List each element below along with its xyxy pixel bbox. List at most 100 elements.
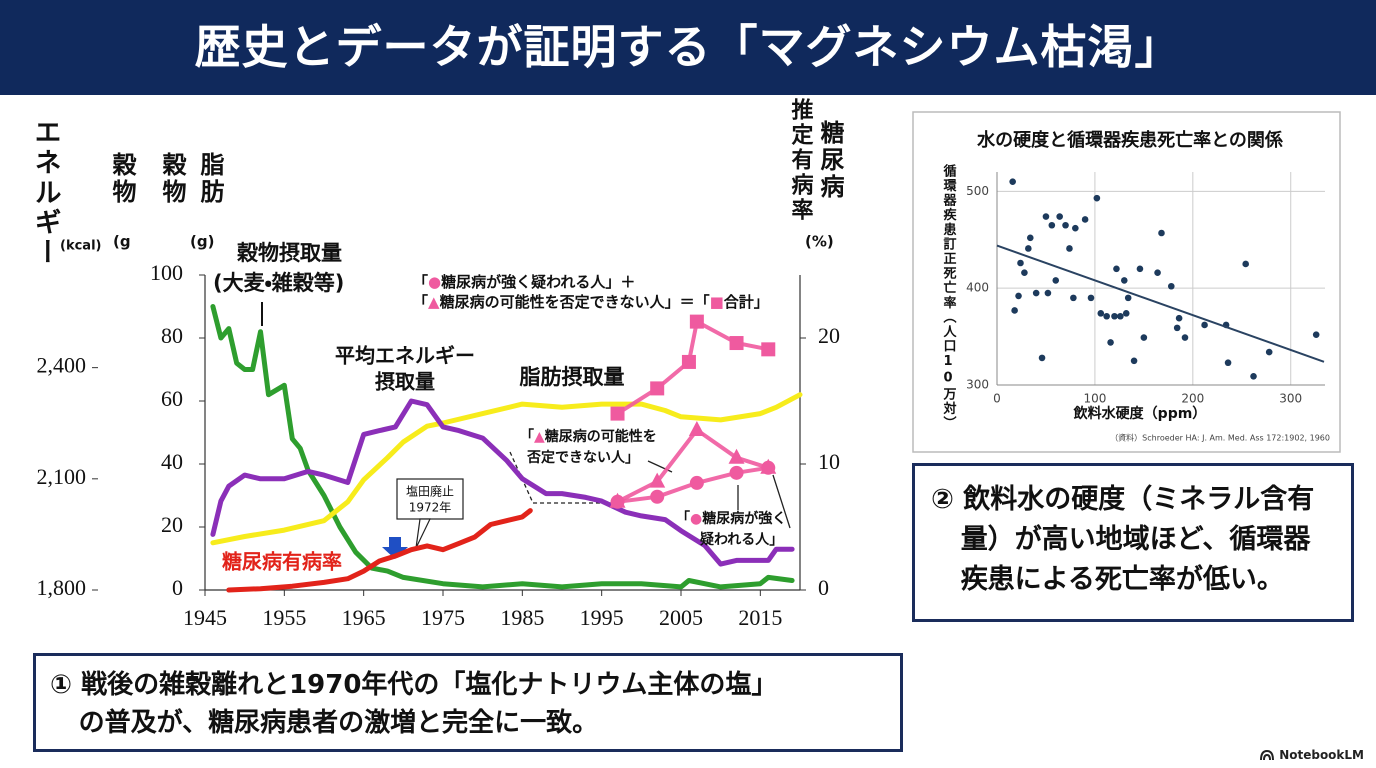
scatter-point	[1052, 277, 1060, 284]
marker-triangle	[688, 420, 705, 436]
axis-title: 脂肪	[196, 152, 224, 206]
x-tick-label: 1955	[262, 605, 306, 630]
marker-circle	[650, 489, 665, 504]
marker-circle	[610, 494, 625, 509]
marker-circle	[729, 465, 744, 480]
y-tick-label: 80	[161, 323, 183, 348]
y3-tick-label: 20	[818, 323, 840, 348]
x-tick-label: 1975	[421, 605, 465, 630]
y-tick-label: 40	[161, 449, 183, 474]
annotation: 否定できない人」	[526, 449, 639, 466]
marker-square	[681, 354, 696, 369]
scatter-point	[1087, 294, 1095, 302]
axis-unit: (kcal)	[60, 239, 101, 254]
scatter-point	[1011, 307, 1018, 314]
y2-tick-label: 2,100	[37, 464, 87, 489]
logo: NotebookLM	[1259, 748, 1364, 762]
scatter-point	[1026, 234, 1034, 242]
scatter-point	[1242, 260, 1249, 268]
marker-square	[650, 381, 665, 396]
annotation: 疑われる人」	[700, 532, 783, 548]
series-label: 脂肪摂取量	[520, 365, 625, 389]
note-line: 疾患による死亡率が低い。	[960, 564, 1284, 595]
note-box: ① 戦後の雑穀離れと1970年代の「塩化ナトリウム主体の塩」 の普及が、糖尿病患者…	[33, 653, 903, 752]
axis-title: 推定有病率	[788, 97, 814, 223]
scatter-point	[1173, 324, 1181, 332]
scatter-point	[1175, 314, 1183, 322]
marker-circle	[761, 460, 776, 475]
callout-pointer	[415, 518, 431, 549]
y-tick-label: 500	[966, 184, 989, 198]
x-tick-label: 0	[993, 392, 1001, 406]
scatter-point	[1224, 359, 1232, 367]
annotation: 塩田廃止	[406, 484, 454, 499]
x-tick-label: 2015	[738, 605, 782, 630]
y3-tick-label: 10	[818, 449, 840, 474]
series-line	[210, 304, 795, 590]
scatter-point	[1103, 312, 1110, 320]
scatter-point	[1117, 312, 1124, 320]
annotation: 「●糖尿病が強く疑われる人」＋	[413, 273, 635, 291]
marker-triangle	[649, 472, 666, 488]
y-tick-label: 20	[161, 512, 183, 537]
series-line	[210, 398, 795, 567]
axis-unit: (g	[113, 233, 131, 251]
x-tick-label: 200	[1181, 392, 1204, 406]
source-note: （資料）Schroeder HA: J. Am. Med. Ass 172:19…	[1110, 433, 1330, 443]
scatter-point	[1111, 312, 1118, 320]
scatter-point	[1056, 213, 1063, 220]
scatter-point	[1312, 331, 1320, 338]
scatter-point	[1107, 339, 1114, 346]
annotation: 「▲糖尿病の可能性を否定できない人」＝「■合計」	[413, 293, 769, 311]
y-tick-label: 300	[966, 378, 989, 392]
marker-circle	[689, 475, 704, 490]
y3-tick-label: 0	[818, 575, 829, 600]
scatter-point	[1081, 216, 1089, 223]
slide-title: 歴史とデータが証明する「マグネシウム枯渇」	[0, 0, 1376, 95]
scatter-point	[1265, 348, 1273, 356]
note-line: ① 戦後の雑穀離れと1970年代の「塩化ナトリウム主体の塩」	[50, 670, 778, 700]
scatter-point	[1015, 292, 1022, 300]
scatter-point	[1124, 294, 1132, 302]
annotation: 「●糖尿病が強く	[676, 510, 786, 527]
x-tick-label: 1965	[342, 605, 386, 630]
scatter-point	[1070, 294, 1077, 302]
series-label: 穀物摂取量	[237, 241, 342, 265]
annotation: 1972年	[409, 501, 452, 515]
logo-text: NotebookLM	[1279, 748, 1364, 762]
scatter-point	[1181, 334, 1189, 341]
scatter-point	[1113, 265, 1120, 273]
scatter-point	[1025, 245, 1032, 252]
marker-triangle	[728, 448, 745, 464]
scatter-point	[1021, 269, 1028, 276]
axis-title: 糖尿病	[816, 120, 844, 201]
scatter-point	[1130, 357, 1138, 365]
y2-tick-label: 1,800	[37, 575, 87, 600]
scatter-point	[1097, 310, 1105, 317]
arrow-icon	[382, 537, 408, 559]
y-axis-title: 循環器疾患訂正死亡率（人口10万対）	[941, 163, 958, 430]
scatter-point	[1062, 221, 1069, 229]
marker-square	[729, 336, 744, 351]
x-tick-label: 300	[1279, 392, 1302, 406]
axis-title: エネルギー	[30, 118, 61, 268]
scatter-point	[1201, 321, 1208, 329]
series-label: 平均エネルギー	[335, 344, 475, 368]
y-tick-label: 60	[161, 386, 183, 411]
y-tick-label: 0	[172, 575, 183, 600]
x-axis-title: 飲料水硬度（ppm）	[1073, 405, 1207, 422]
axis-title: 穀物	[158, 152, 186, 206]
scatter-point	[1044, 289, 1052, 297]
x-tick-label: 1945	[183, 605, 227, 630]
scatter-point	[1136, 265, 1144, 273]
scatter-point	[1017, 259, 1024, 267]
callout-box	[396, 478, 464, 520]
scatter-point	[1122, 310, 1130, 317]
scatter-point	[1009, 178, 1016, 185]
axis-unit: (%)	[805, 233, 834, 251]
scatter-point	[1158, 229, 1165, 237]
callout-line	[509, 451, 612, 504]
scatter-point	[1167, 282, 1175, 290]
